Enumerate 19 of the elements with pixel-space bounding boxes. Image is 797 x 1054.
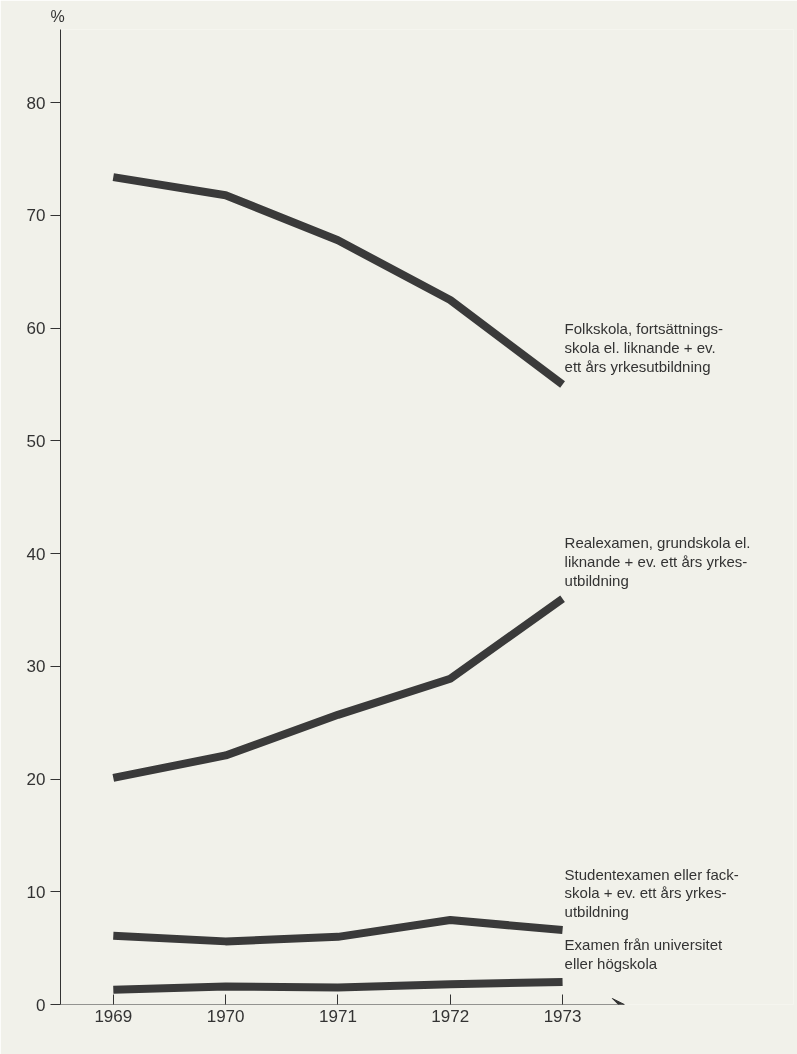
x-tick-label: 1971 — [319, 1006, 357, 1026]
y-tick-label: 30 — [26, 657, 46, 677]
y-tick-label: 20 — [26, 770, 46, 790]
y-tick-label: 70 — [26, 206, 46, 226]
y-tick-label: 60 — [26, 319, 46, 339]
series-label: Realexamen, grundskola el. liknande + ev. ett års yrkes- utbildning — [564, 534, 751, 589]
x-tick-label: 1973 — [543, 1006, 582, 1026]
series-label: Examen från universitet eller högskola — [564, 936, 723, 972]
y-tick-label: 10 — [26, 882, 46, 902]
series-label: Folkskola, fortsättnings- skola el. liknande + ev. ett års yrkesutbildning — [564, 320, 723, 375]
x-tick-label: 1969 — [94, 1006, 133, 1026]
y-axis-title: % — [50, 7, 65, 25]
x-tick-label: 1970 — [206, 1006, 245, 1026]
series-label: Studentexamen eller fack- skola + ev. ett års yrkes- utbildning — [564, 865, 739, 921]
x-tick-label: 1972 — [431, 1006, 470, 1026]
y-tick-label: 0 — [36, 995, 46, 1015]
y-tick-label: 80 — [26, 93, 46, 113]
y-tick-label: 50 — [26, 431, 46, 451]
y-tick-label: 40 — [26, 544, 46, 564]
